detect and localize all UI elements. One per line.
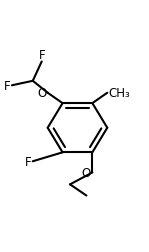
Text: O: O bbox=[37, 87, 46, 100]
Text: F: F bbox=[38, 48, 45, 61]
Text: F: F bbox=[25, 155, 31, 168]
Text: O: O bbox=[82, 166, 91, 179]
Text: F: F bbox=[4, 79, 10, 92]
Text: CH₃: CH₃ bbox=[109, 87, 131, 100]
